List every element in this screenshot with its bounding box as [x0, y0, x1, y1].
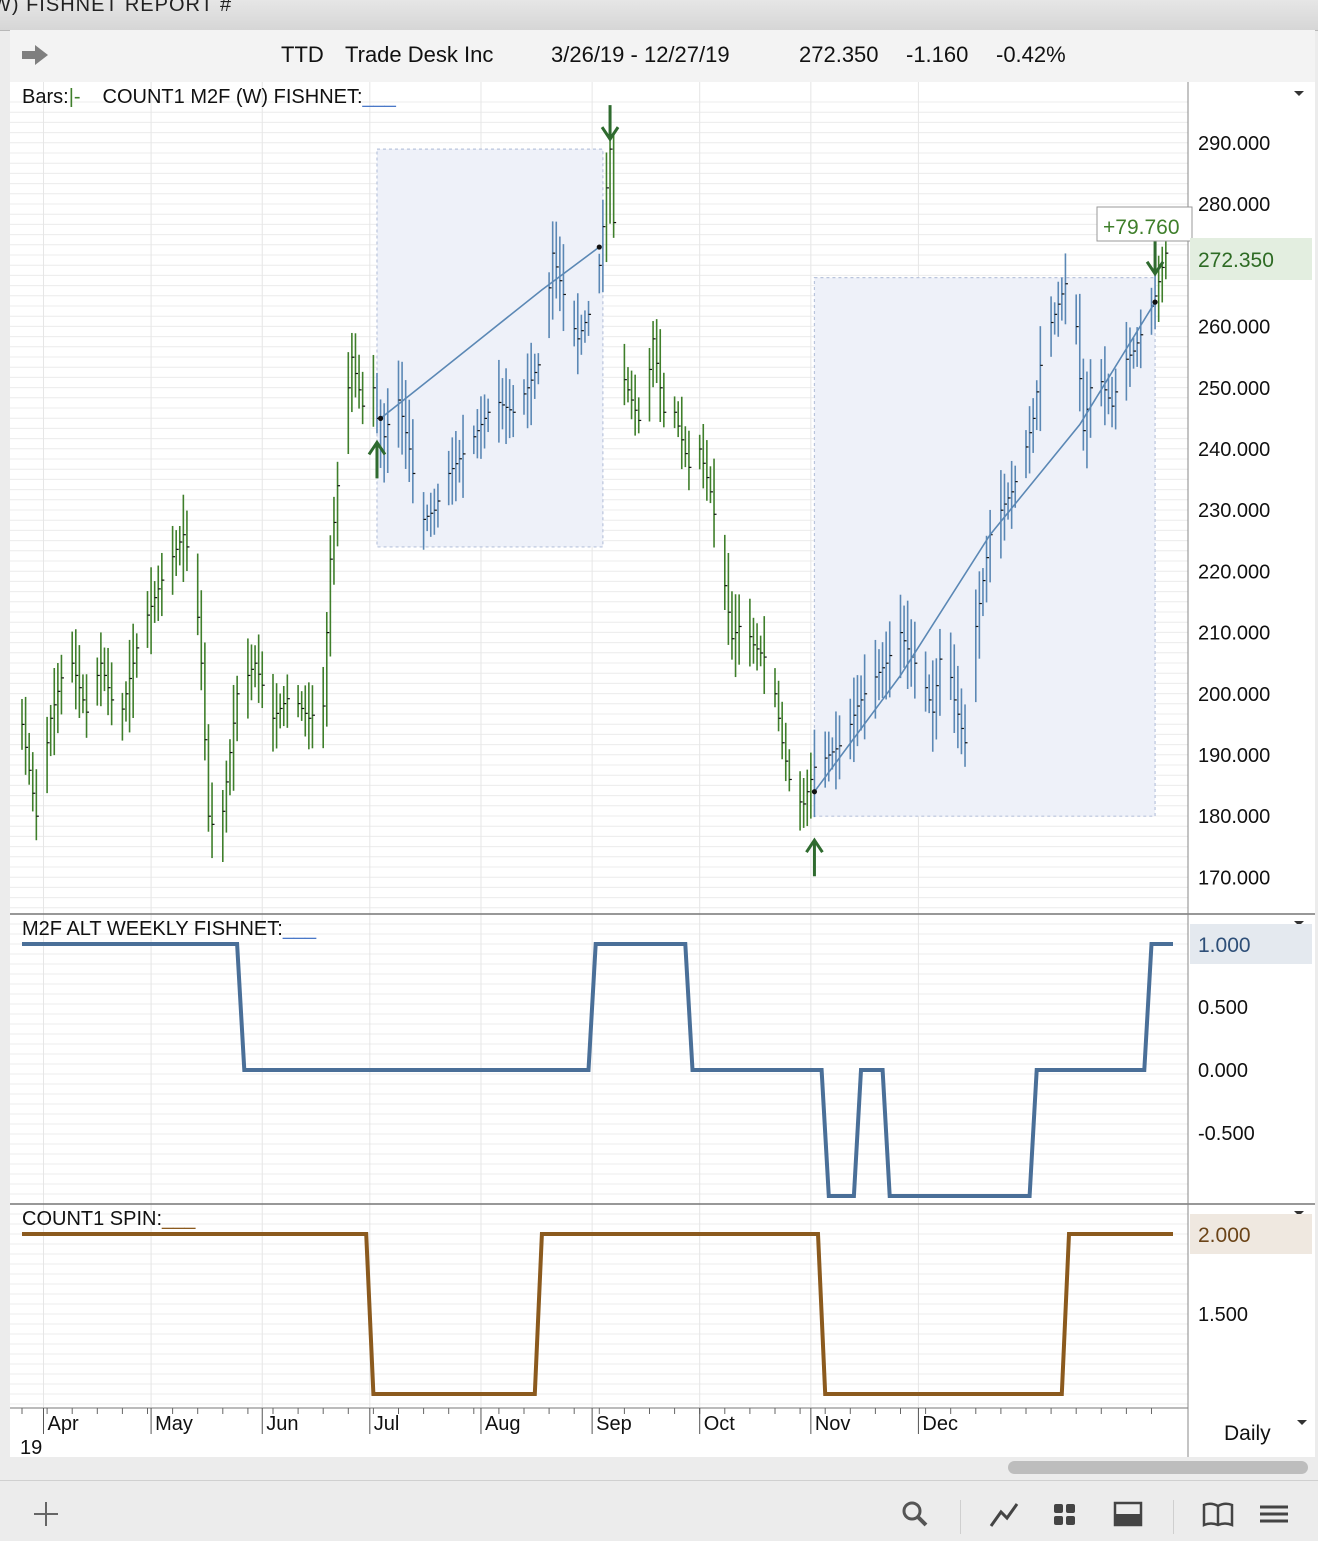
fishnet-region: [376, 148, 604, 548]
list-icon[interactable]: [1256, 1496, 1292, 1532]
m2f-last-tag: 1.000: [1190, 924, 1312, 964]
chart-area[interactable]: 170.000 180.000 190.000 200.000 210.000 220.0…: [10, 82, 1315, 1459]
trend-anchor-point: [1152, 299, 1158, 305]
svg-text:+79.760: +79.760: [1103, 216, 1180, 239]
percent-change: -0.42%: [996, 42, 1066, 67]
price-axis-tick-label: 260.000: [1198, 317, 1270, 339]
trend-anchor-point: [596, 244, 602, 250]
svg-text:1.000: 1.000: [1198, 934, 1251, 957]
spin-axis-tick-label: 1.500: [1198, 1304, 1248, 1326]
fishnet-trend-line: [380, 246, 600, 420]
svg-text:272.350: 272.350: [1198, 249, 1274, 272]
price-axis-tick-label: 220.000: [1198, 561, 1270, 583]
trend-anchor-point: [811, 789, 818, 795]
grid-layout-icon[interactable]: [1046, 1496, 1082, 1532]
interval-label[interactable]: Daily: [1224, 1422, 1271, 1445]
add-icon[interactable]: [28, 1496, 64, 1532]
x-axis-month-label: Jun: [266, 1413, 298, 1435]
spin-last-tag: 2.000: [1190, 1214, 1312, 1254]
spin-pane-menu-icon[interactable]: [1294, 1211, 1304, 1216]
trend-anchor-point: [377, 415, 384, 421]
price-axis-tick-label: 210.000: [1198, 623, 1270, 645]
gain-box: +79.760: [1096, 206, 1193, 242]
chart-svg[interactable]: 170.000180.000190.000200.000210.000220.0…: [10, 82, 1315, 1459]
window-layout-icon[interactable]: [1110, 1496, 1146, 1532]
price-axis-tick-label: 240.000: [1198, 439, 1270, 461]
price-axis-tick-label: 230.000: [1198, 500, 1270, 522]
net-change: -1.160: [906, 42, 969, 67]
date-range: 3/26/19 - 12/27/19: [551, 42, 730, 67]
m2f-axis-tick-label: 0.500: [1198, 997, 1248, 1019]
price-pane-label: Bars:|- COUNT1 M2F (W) FISHNET:___: [22, 86, 397, 108]
x-axis-month-label: Apr: [48, 1413, 79, 1435]
interval-menu-icon[interactable]: [1296, 1419, 1308, 1427]
toolbar-separator: [1173, 1500, 1174, 1534]
m2f-axis-tick-label: 0.000: [1198, 1060, 1248, 1082]
x-axis-month-label: May: [155, 1413, 193, 1435]
sell-signal-arrow-icon: [1145, 239, 1165, 277]
fishnet-region: [813, 277, 1156, 817]
sell-signal-arrow-icon: [600, 105, 620, 142]
symbol-name: Trade Desk Inc: [345, 42, 494, 67]
fishnet-trend-line: [813, 301, 1156, 793]
price-axis-tick-label: 180.000: [1198, 806, 1270, 828]
price-axis-tick-label: 280.000: [1198, 194, 1270, 216]
spin-series-line: [22, 1232, 1173, 1396]
x-axis-month-label: Oct: [704, 1413, 736, 1435]
x-axis-month-label: Nov: [815, 1413, 851, 1435]
x-axis-month-label: Dec: [922, 1413, 958, 1435]
title-bar: W) FISHNET REPORT #: [0, 0, 1318, 31]
m2f-pane-menu-icon[interactable]: [1294, 921, 1304, 926]
symbol-ticker: TTD: [281, 42, 324, 67]
draw-line-icon[interactable]: [985, 1496, 1021, 1532]
forward-arrow-icon[interactable]: [22, 44, 48, 66]
m2f-series-line: [22, 942, 1173, 1198]
price-axis-tick-label: 170.000: [1198, 867, 1270, 889]
spin-pane-label: COUNT1 SPIN:___: [22, 1208, 196, 1230]
price-pane-menu-icon[interactable]: [1294, 91, 1304, 96]
x-axis-year-label: 19: [20, 1437, 42, 1457]
svg-text:2.000: 2.000: [1198, 1224, 1251, 1247]
x-axis-month-label: Jul: [374, 1413, 400, 1435]
buy-signal-arrow-icon: [805, 837, 824, 877]
book-icon[interactable]: [1200, 1496, 1236, 1532]
m2f-pane-label: M2F ALT WEEKLY FISHNET:___: [22, 918, 317, 940]
horizontal-scrollbar[interactable]: [1008, 1461, 1308, 1474]
price-last-tag: 272.350: [1190, 238, 1312, 280]
price-axis-tick-label: 250.000: [1198, 378, 1270, 400]
last-price: 272.350: [799, 42, 879, 67]
search-icon[interactable]: [897, 1496, 933, 1532]
symbol-header: TTD Trade Desk Inc 3/26/19 - 12/27/19 27…: [10, 30, 1315, 83]
buy-signal-arrow-icon: [367, 439, 387, 479]
price-axis-tick-label: 200.000: [1198, 684, 1270, 706]
m2f-axis-tick-label: -0.500: [1198, 1123, 1255, 1145]
x-axis-month-label: Aug: [485, 1413, 521, 1435]
bottom-toolbar: [0, 1480, 1318, 1541]
price-axis-tick-label: 290.000: [1198, 133, 1270, 155]
x-axis-month-label: Sep: [596, 1413, 632, 1435]
price-axis-tick-label: 190.000: [1198, 745, 1270, 767]
toolbar-separator: [960, 1500, 961, 1534]
window-title: W) FISHNET REPORT #: [0, 0, 233, 16]
